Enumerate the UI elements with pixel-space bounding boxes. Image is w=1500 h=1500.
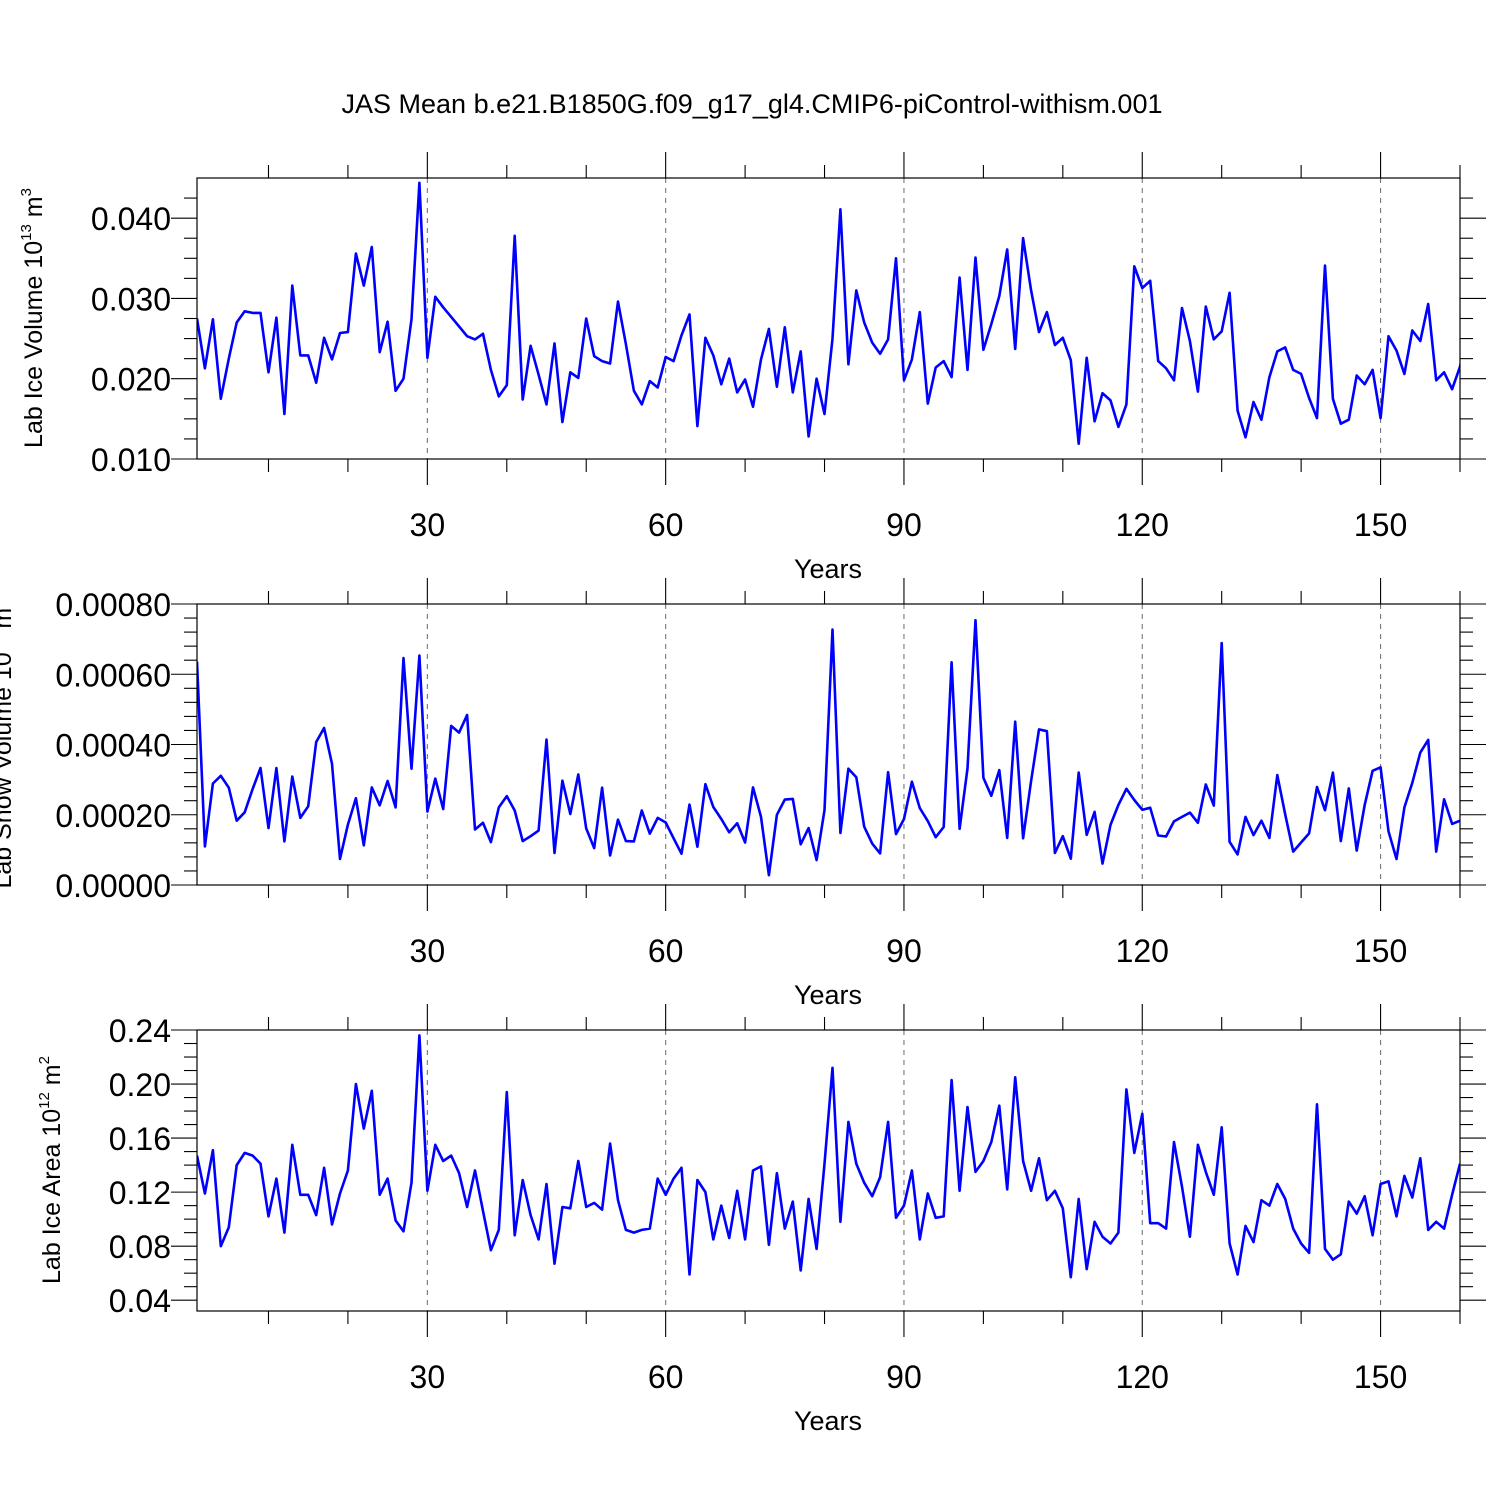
x-tick-label: 90	[886, 933, 922, 969]
y-tick-label: 0.00040	[55, 728, 171, 764]
y-axis-title: Lab Snow Volume 1013 m3	[0, 599, 17, 888]
x-tick-labels: 30 60 90 120 150	[410, 507, 1408, 543]
y-tick-label: 0.040	[91, 201, 171, 237]
minor-ticks	[184, 165, 1473, 472]
y-tick-label: 0.030	[91, 281, 171, 317]
plot-frame	[196, 603, 1461, 886]
x-tick-label: 150	[1354, 507, 1407, 543]
series-line	[197, 618, 1460, 877]
x-tick-label: 30	[410, 507, 446, 543]
figure-title: JAS Mean b.e21.B1850G.f09_g17_gl4.CMIP6-…	[342, 89, 1163, 119]
y-tick-label: 0.020	[91, 362, 171, 398]
y-axis-title: Lab Ice Volume 1013 m3	[18, 188, 48, 448]
plot-frame	[196, 1029, 1461, 1312]
series-line	[197, 181, 1460, 446]
x-tick-label: 120	[1116, 1359, 1169, 1395]
y-tick-label: 0.24	[109, 1013, 171, 1049]
x-tick-label: 60	[648, 507, 684, 543]
y-tick-labels: 0.00000 0.00020 0.00040 0.00060 0.00080	[55, 587, 171, 904]
y-tick-label: 0.04	[109, 1283, 171, 1319]
series-lines	[197, 181, 1460, 446]
panel-snow-volume: 30 60 90 120 150 0.00000 0.00020 0.00040 0.0006…	[0, 578, 1486, 1010]
grid-lines	[426, 178, 1382, 459]
y-tick-labels: 0.04 0.08 0.12 0.16 0.20 0.24	[109, 1013, 171, 1319]
y-tick-label: 0.00080	[55, 587, 171, 623]
y-tick-label: 0.12	[109, 1175, 171, 1211]
y-tick-label: 0.00000	[55, 868, 171, 904]
x-tick-label: 30	[410, 1359, 446, 1395]
series-lines	[197, 1034, 1460, 1279]
major-ticks	[171, 578, 1486, 911]
x-tick-label: 60	[648, 933, 684, 969]
panel-ice-area: 30 60 90 120 150 0.04 0.08 0.12 0.16 0.20 0.24 Ye…	[36, 1004, 1486, 1436]
y-tick-label: 0.20	[109, 1067, 171, 1103]
plot-frame	[196, 177, 1461, 460]
x-axis-title: Years	[794, 554, 862, 584]
grid-lines	[426, 604, 1382, 885]
series-lines	[197, 618, 1460, 877]
x-axis-title: Years	[794, 1406, 862, 1436]
y-tick-label: 0.16	[109, 1121, 171, 1157]
x-axis-title: Years	[794, 980, 862, 1010]
x-tick-label: 150	[1354, 933, 1407, 969]
x-tick-label: 90	[886, 507, 922, 543]
x-tick-label: 120	[1116, 933, 1169, 969]
minor-ticks	[184, 591, 1473, 898]
y-tick-labels: 0.010 0.020 0.030 0.040	[91, 201, 171, 478]
y-tick-label: 0.00060	[55, 657, 171, 693]
x-tick-label: 120	[1116, 507, 1169, 543]
y-tick-label: 0.010	[91, 442, 171, 478]
x-tick-labels: 30 60 90 120 150	[410, 933, 1408, 969]
minor-ticks	[184, 1017, 1473, 1324]
y-tick-label: 0.00020	[55, 798, 171, 834]
series-line	[197, 1034, 1460, 1279]
x-tick-labels: 30 60 90 120 150	[410, 1359, 1408, 1395]
y-tick-label: 0.08	[109, 1229, 171, 1265]
x-tick-label: 90	[886, 1359, 922, 1395]
x-tick-label: 150	[1354, 1359, 1407, 1395]
major-ticks	[171, 152, 1486, 485]
y-axis-title: Lab Ice Area 1012 m2	[36, 1056, 66, 1284]
x-tick-label: 60	[648, 1359, 684, 1395]
major-ticks	[171, 1004, 1486, 1337]
x-tick-label: 30	[410, 933, 446, 969]
